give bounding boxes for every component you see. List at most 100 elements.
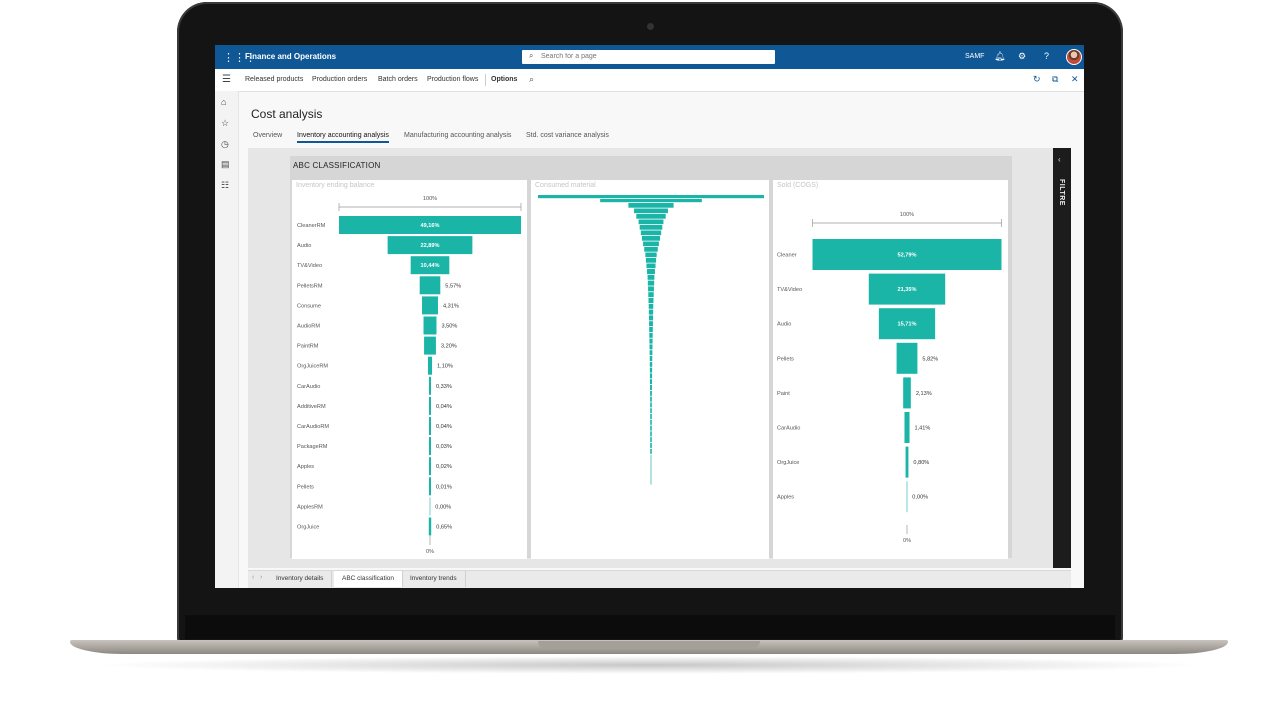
funnel-bar[interactable] [649,356,653,361]
action-batch-orders[interactable]: Batch orders [378,76,418,83]
funnel-bar[interactable] [638,219,664,225]
action-production-flows[interactable]: Production flows [427,76,479,83]
funnel-bar[interactable] [878,308,936,340]
funnel-bar[interactable] [648,309,654,315]
funnel-bar[interactable] [636,214,666,219]
tab-std-cost-variance-analysis[interactable]: Std. cost variance analysis [526,132,609,139]
funnel-bar[interactable] [649,367,653,373]
funnel-bar[interactable] [423,316,437,335]
funnel-bar[interactable] [422,296,438,315]
avatar[interactable] [1066,49,1082,65]
tab-overview[interactable]: Overview [253,132,283,139]
close-icon[interactable]: ✕ [1071,74,1079,84]
funnel-bar[interactable] [387,236,473,255]
funnel-bar[interactable] [649,361,653,367]
funnel-bar[interactable] [650,443,652,448]
page-tab-abc-classification[interactable]: ABC classification [334,571,404,587]
company-picker[interactable]: SAMF [965,53,985,60]
sold-cogs-panel[interactable]: Sold (COGS) 100% Cleaner 52,79% TV&Video 21,… [773,180,1008,559]
home-icon[interactable]: ⌂ [221,97,227,107]
clock-icon[interactable]: ◷ [221,139,229,149]
funnel-bar[interactable] [648,286,654,292]
action-released-products[interactable]: Released products [245,76,304,83]
funnel-bar[interactable] [649,338,653,344]
filter-pane[interactable]: ‹ FILTRE [1053,148,1071,568]
funnel-bar[interactable] [429,457,431,476]
funnel-bar[interactable] [904,412,910,443]
funnel-bar[interactable] [628,203,674,208]
action-production-orders[interactable]: Production orders [312,76,368,83]
app-launcher-icon[interactable]: ⋮⋮⋮ [223,52,256,64]
hamburger-icon[interactable]: ☰ [222,74,231,85]
funnel-bar[interactable] [538,195,764,199]
page-tab-inventory-trends[interactable]: Inventory trends [402,571,466,587]
funnel-bar[interactable] [645,258,657,263]
chevron-right-icon[interactable]: › [260,574,263,581]
funnel-bar[interactable] [419,276,441,295]
chevron-left-icon[interactable]: ‹ [252,574,255,581]
options-tab[interactable]: Options [491,76,518,83]
funnel-bar[interactable] [339,216,521,234]
consumed-material-funnel[interactable] [531,180,769,559]
funnel-bar[interactable] [649,327,653,332]
funnel-bar[interactable] [648,315,654,321]
funnel-bar[interactable] [868,273,946,305]
funnel-bar[interactable] [645,252,657,258]
funnel-bar[interactable] [649,350,653,356]
funnel-bar[interactable] [648,292,654,298]
tab-manufacturing-accounting-analysis[interactable]: Manufacturing accounting analysis [404,132,512,139]
filter-label[interactable]: FILTRE [1058,179,1065,206]
funnel-bar[interactable] [429,497,431,516]
app-title[interactable]: Finance and Operations [245,52,337,61]
funnel-bar[interactable] [646,263,656,269]
search-box[interactable]: ⌕ [522,50,775,64]
funnel-bar[interactable] [650,390,652,396]
bell-icon[interactable]: 🔔︎ [994,51,1006,61]
funnel-bar[interactable] [649,332,653,338]
refresh-icon[interactable]: ↻ [1033,74,1041,84]
inventory-ending-balance-panel[interactable]: Inventory ending balance 100% CleanerRM 49… [292,180,527,559]
funnel-bar[interactable] [429,417,431,435]
funnel-bar[interactable] [903,377,911,409]
list-icon[interactable]: ☷ [221,180,230,190]
funnel-bar[interactable] [429,396,431,415]
funnel-bar[interactable] [424,336,436,355]
help-icon[interactable]: ? [1044,51,1050,61]
funnel-bar[interactable] [600,199,702,203]
funnel-bar[interactable] [648,303,654,309]
consumed-material-panel[interactable]: Consumed material [531,180,769,559]
funnel-bar[interactable] [905,446,909,478]
funnel-bar[interactable] [410,256,450,275]
funnel-bar[interactable] [648,298,654,303]
funnel-bar[interactable] [429,376,431,395]
funnel-bar[interactable] [650,431,652,437]
workspace-icon[interactable]: ▤ [221,159,230,169]
funnel-bar[interactable] [650,437,652,443]
funnel-bar[interactable] [643,241,659,247]
funnel-bar[interactable] [634,208,668,214]
star-icon[interactable]: ☆ [221,118,230,128]
funnel-bar[interactable] [639,225,663,230]
funnel-bar[interactable] [649,373,653,379]
funnel-bar[interactable] [640,230,662,236]
funnel-bar[interactable] [650,385,652,390]
funnel-bar[interactable] [427,356,433,375]
funnel-bar[interactable] [650,419,652,425]
funnel-bar[interactable] [650,425,652,431]
funnel-bar[interactable] [906,481,908,513]
funnel-bar[interactable] [649,344,653,350]
funnel-bar[interactable] [429,437,431,456]
funnel-bar[interactable] [650,448,652,454]
search-icon[interactable]: ⌕ [529,74,535,84]
chevron-left-icon[interactable]: ‹ [1058,155,1061,164]
funnel-bar[interactable] [644,247,658,252]
funnel-bar[interactable] [650,396,652,402]
funnel-bar[interactable] [647,274,655,280]
funnel-bar[interactable] [649,321,653,327]
funnel-bar[interactable] [429,477,431,496]
funnel-bar[interactable] [650,414,652,419]
search-input[interactable] [541,51,761,62]
funnel-bar[interactable] [649,379,653,385]
tab-inventory-accounting-analysis[interactable]: Inventory accounting analysis [297,132,389,143]
gear-icon[interactable]: ⚙ [1018,51,1027,61]
